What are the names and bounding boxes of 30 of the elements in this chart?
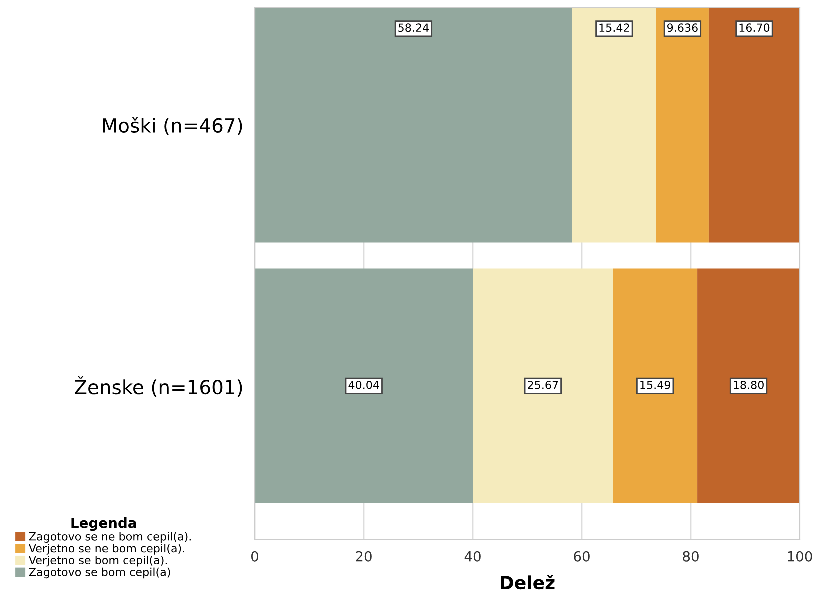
x-tick-label: 20 [356, 551, 372, 562]
data-label: 15.49 [640, 380, 670, 390]
data-label: 25.67 [528, 380, 558, 390]
bar [708, 8, 800, 243]
bar [698, 268, 800, 504]
data-label: 16.70 [740, 24, 770, 32]
data-label: 40.04 [348, 380, 380, 390]
legend-label: Verjetno se ne bom cepil(a). [28, 544, 184, 555]
x-tick-label: 100 [788, 551, 812, 562]
x-axis-title: Delež [501, 574, 555, 590]
data-label: 15.42 [600, 24, 630, 32]
data-label: 9.636 [668, 24, 698, 32]
legend-label: Zagotovo se ne bom cepil(a). [29, 532, 191, 543]
y-tick-label: Ženske (n=1601) [75, 376, 242, 397]
bar [255, 8, 572, 243]
x-tick-label: 60 [574, 551, 590, 562]
data-label: 58.24 [398, 24, 429, 32]
y-tick-label: Moški (n=467) [103, 117, 242, 136]
legend-title: Legenda [72, 518, 136, 532]
x-tick-label: 40 [464, 551, 481, 562]
x-tick-label: 80 [683, 551, 699, 562]
bar [473, 268, 614, 504]
x-tick-label: 0 [251, 551, 258, 562]
bar [656, 8, 709, 243]
bar [613, 268, 698, 504]
bar [255, 268, 474, 504]
legend-label: Verjetno se bom cepil(a). [28, 556, 168, 567]
data-label: 18.80 [734, 380, 764, 390]
bar [572, 8, 656, 243]
legend-label: Zagotovo se bom cepil(a) [29, 568, 170, 579]
